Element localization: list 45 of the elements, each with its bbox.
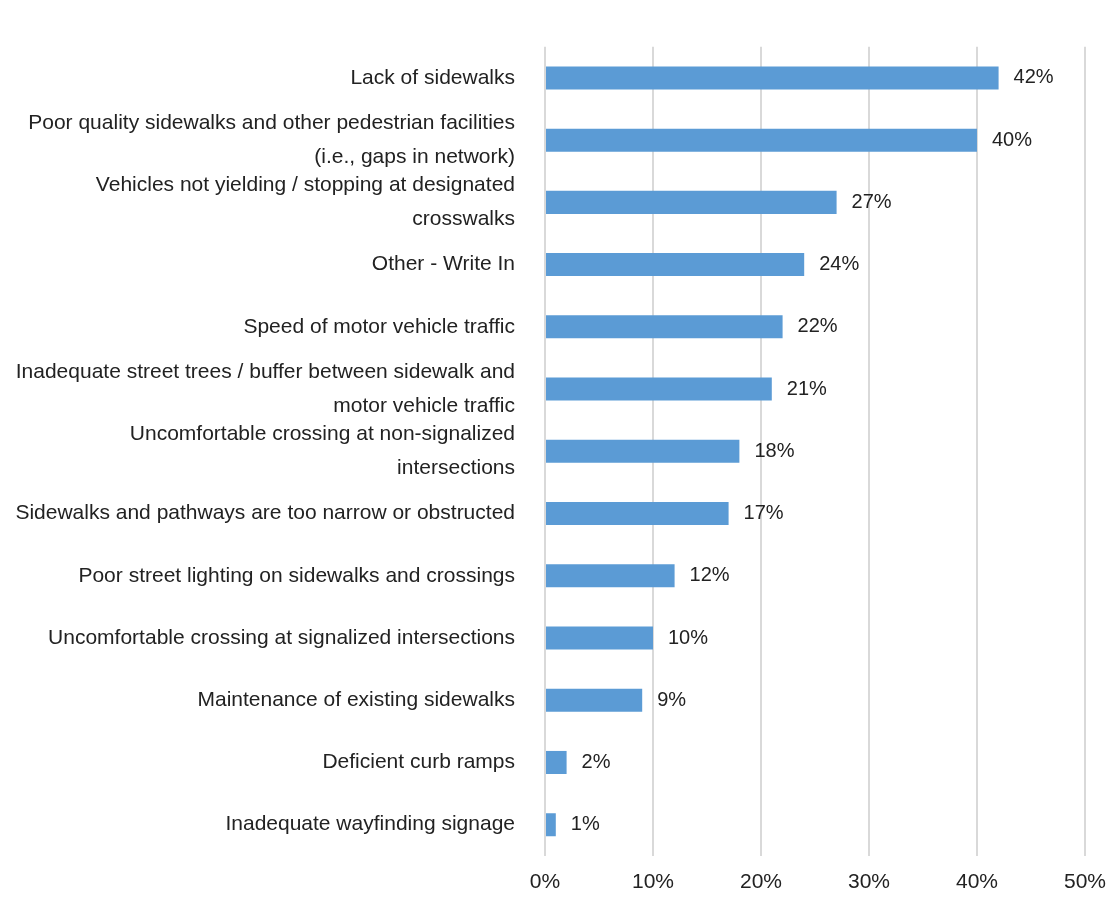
y-tick-label: Vehicles not yielding / stopping at designated crosswalks <box>95 172 515 229</box>
x-tick-label: 50% <box>1063 869 1106 893</box>
y-tick-label: Deficient curb ramps <box>322 749 515 773</box>
bar <box>546 502 729 526</box>
data-label: 21% <box>786 376 828 399</box>
bar <box>546 750 567 774</box>
bar <box>546 253 805 277</box>
y-tick-label: Speed of motor vehicle traffic <box>243 313 515 337</box>
x-tick-label: 20% <box>739 869 783 893</box>
x-tick-label: 30% <box>847 869 891 893</box>
bar <box>546 66 999 90</box>
y-tick-label: Poor street lighting on sidewalks and crossings <box>78 562 515 586</box>
bar <box>546 377 772 401</box>
data-label: 27% <box>851 189 892 212</box>
bar <box>546 564 675 588</box>
data-label: 24% <box>819 252 860 275</box>
data-label: 18% <box>754 438 795 461</box>
data-label: 10% <box>668 625 709 648</box>
bar <box>546 439 740 463</box>
data-label: 2% <box>581 749 611 772</box>
bar <box>546 315 783 339</box>
data-label: 12% <box>689 563 730 586</box>
bar <box>546 626 653 650</box>
y-tick-label: Inadequate wayfinding signage <box>225 811 515 835</box>
bar <box>546 688 643 712</box>
data-label: 9% <box>657 687 687 710</box>
y-tick-label: Sidewalks and pathways are too narrow or obstructed <box>15 500 515 524</box>
data-label: 1% <box>570 812 600 835</box>
bar <box>546 813 556 837</box>
data-label: 42% <box>1013 65 1054 88</box>
data-label: 17% <box>743 501 784 524</box>
y-tick-label: Poor quality sidewalks and other pedestrian facilities (i.e., gaps in network) <box>28 110 515 167</box>
y-tick-label: Uncomfortable crossing at signalized intersections <box>48 624 515 648</box>
x-tick-label: 40% <box>955 869 998 893</box>
x-tick-label: 0% <box>529 869 561 893</box>
data-label: 22% <box>797 314 838 337</box>
y-tick-label: Inadequate street trees / buffer between sidewalk and motor vehicle traffic <box>15 359 515 416</box>
bar <box>546 190 837 214</box>
y-tick-label: Lack of sidewalks <box>350 64 515 88</box>
y-tick-label: Uncomfortable crossing at non-signalized intersections <box>129 421 515 478</box>
y-tick-label: Maintenance of existing sidewalks <box>197 687 515 711</box>
bar <box>546 128 977 152</box>
data-label: 40% <box>991 127 1033 150</box>
x-tick-label: 10% <box>631 869 675 893</box>
y-tick-label: Other - Write In <box>371 251 515 275</box>
